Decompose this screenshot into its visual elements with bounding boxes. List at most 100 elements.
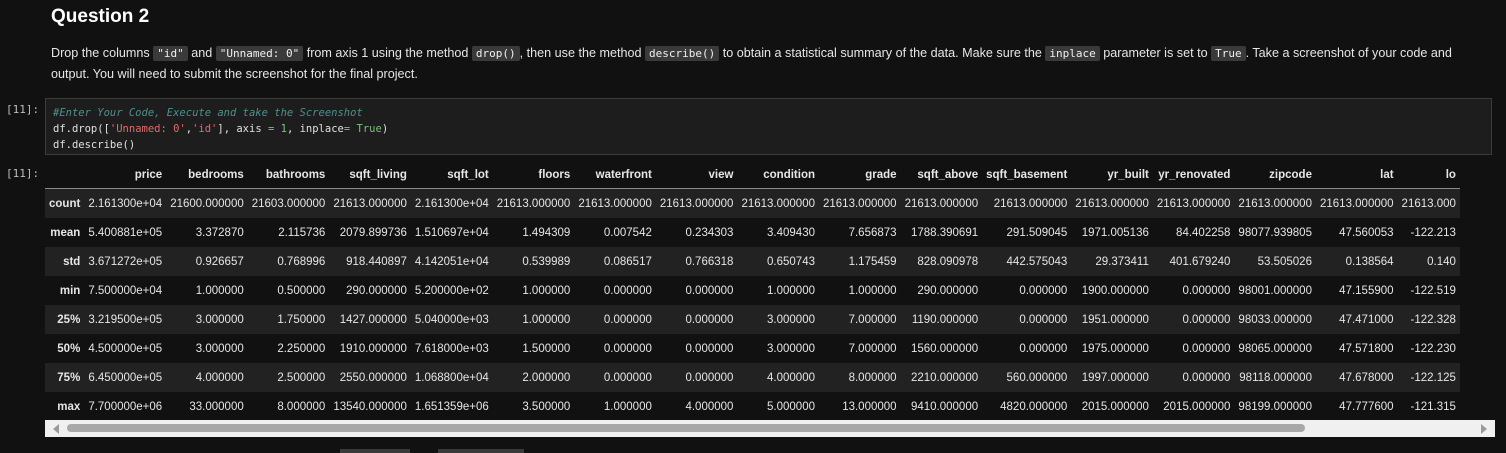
table-cell: 7.656873 — [848, 226, 897, 239]
column-header: zipcode — [1234, 162, 1316, 189]
table-cell: 1.000000 — [767, 284, 815, 297]
output-area[interactable]: price bedrooms bathrooms sqft_living sqft_lo… — [45, 162, 1495, 412]
table-cell: 4.000000 — [767, 371, 815, 384]
table-cell: 2550.000000 — [339, 371, 407, 384]
instructions-text: Drop the columns — [51, 46, 154, 60]
table-cell: 98077.939805 — [1238, 226, 1312, 239]
table-cell: 1427.000000 — [339, 313, 407, 326]
code-cell[interactable]: #Enter Your Code, Execute and take the S… — [45, 98, 1492, 155]
code-line-3: df.describe() — [53, 137, 1484, 153]
column-header: bedrooms — [166, 162, 248, 189]
scroll-left-arrow-icon[interactable] — [53, 424, 59, 434]
table-cell: 1997.000000 — [1081, 371, 1149, 384]
table-cell: 1.068800e+04 — [414, 371, 489, 384]
row-label: max — [57, 400, 81, 413]
table-cell: 53.505026 — [1257, 255, 1312, 268]
inline-code: describe() — [644, 46, 720, 61]
horizontal-scrollbar[interactable] — [45, 420, 1495, 437]
table-cell: 0.000000 — [1182, 313, 1231, 326]
column-header: sqft_living — [329, 162, 411, 189]
code-token: ], axis — [217, 123, 268, 135]
table-cell: 21613.000000 — [1238, 197, 1312, 210]
table-cell: 33.000000 — [189, 400, 244, 413]
describe-table: price bedrooms bathrooms sqft_living sqft_lo… — [45, 162, 1460, 412]
table-cell: 4.000000 — [195, 371, 244, 384]
table-cell: 2.000000 — [522, 371, 571, 384]
table-cell: 1.494309 — [522, 226, 571, 239]
table-cell: 8.000000 — [277, 400, 326, 413]
table-body: count 2.161300e+04 21600.000000 21603.00000… — [45, 188, 1460, 413]
row-label: std — [63, 255, 81, 268]
code-keyword: True — [356, 123, 382, 135]
scrollbar-thumb[interactable] — [67, 424, 1305, 432]
inline-code: "id" — [153, 46, 188, 61]
table-cell: 0.000000 — [603, 371, 652, 384]
scroll-right-arrow-icon[interactable] — [1481, 424, 1487, 434]
table-cell: 21613.000000 — [659, 197, 734, 210]
table-cell: 21603.000000 — [251, 197, 326, 210]
partial-inline-code — [438, 449, 524, 453]
table-cell: 0.138564 — [1345, 255, 1394, 268]
table-cell: 7.000000 — [848, 313, 897, 326]
table-cell: 0.000000 — [685, 313, 734, 326]
column-header: sqft_lot — [410, 162, 493, 189]
table-cell: 3.500000 — [522, 400, 571, 413]
table-cell: 5.200000e+02 — [414, 284, 489, 297]
table-cell: -122.230 — [1410, 342, 1456, 355]
table-cell: 98065.000000 — [1238, 342, 1312, 355]
table-cell: -122.328 — [1410, 313, 1456, 326]
table-cell: 291.509045 — [1006, 226, 1068, 239]
code-number: 1 — [280, 123, 287, 135]
table-cell: 1.651359e+06 — [414, 400, 489, 413]
table-cell: 560.000000 — [1006, 371, 1068, 384]
code-line-1: #Enter Your Code, Execute and take the S… — [53, 105, 1484, 121]
table-cell: 0.768996 — [277, 255, 326, 268]
table-cell: 0.000000 — [685, 371, 734, 384]
table-cell: 47.471000 — [1339, 313, 1394, 326]
table-cell: 4820.000000 — [1000, 400, 1068, 413]
table-cell: 1.510697e+04 — [414, 226, 489, 239]
table-cell: 3.409430 — [767, 226, 815, 239]
table-cell: 0.140 — [1427, 255, 1456, 268]
table-cell: 0.000000 — [603, 284, 652, 297]
table-cell: 21613.000000 — [904, 197, 979, 210]
table-cell: 0.234303 — [685, 226, 734, 239]
table-cell: 7.500000e+04 — [88, 284, 163, 297]
table-cell: 21613.000000 — [1075, 197, 1149, 210]
table-cell: 47.678000 — [1339, 371, 1394, 384]
table-cell: 1900.000000 — [1081, 284, 1149, 297]
row-label: 50% — [57, 342, 81, 355]
table-cell: 0.000000 — [1182, 371, 1231, 384]
table-cell: 21613.000000 — [1319, 197, 1394, 210]
row-label: mean — [50, 226, 81, 239]
table-cell: 1.175459 — [848, 255, 897, 268]
table-cell: 0.000000 — [1182, 342, 1231, 355]
table-cell: 3.372870 — [195, 226, 244, 239]
table-row: std 3.671272e+05 0.926657 0.768996 918.44089… — [45, 247, 1460, 276]
table-cell: 2.250000 — [277, 342, 326, 355]
table-cell: 21613.000000 — [333, 197, 407, 210]
table-cell: 1910.000000 — [339, 342, 407, 355]
table-cell: 828.090978 — [917, 255, 979, 268]
table-cell: 21613.000000 — [823, 197, 897, 210]
table-cell: 0.000000 — [1182, 284, 1231, 297]
table-cell: 21613.000000 — [578, 197, 652, 210]
row-label: count — [49, 197, 81, 210]
table-cell: 98118.000000 — [1239, 371, 1312, 384]
table-cell: 3.671272e+05 — [88, 255, 163, 268]
table-cell: 918.440897 — [346, 255, 407, 268]
table-cell: 401.679240 — [1169, 255, 1231, 268]
table-row: 25% 3.219500e+05 3.000000 1.750000 1427.0000… — [45, 305, 1460, 334]
table-cell: 47.560053 — [1339, 226, 1394, 239]
table-cell: 3.000000 — [195, 313, 244, 326]
table-cell: 47.571800 — [1339, 342, 1394, 355]
table-row: count 2.161300e+04 21600.000000 21603.00000… — [45, 188, 1460, 218]
column-header: yr_built — [1071, 162, 1153, 189]
table-cell: 47.777600 — [1339, 400, 1394, 413]
table-cell: 442.575043 — [1006, 255, 1068, 268]
table-cell: 290.000000 — [917, 284, 979, 297]
table-cell: 3.000000 — [767, 313, 815, 326]
input-prompt: [11]: — [6, 103, 40, 116]
code-token: df.drop([ — [53, 123, 110, 135]
index-header — [45, 162, 85, 189]
